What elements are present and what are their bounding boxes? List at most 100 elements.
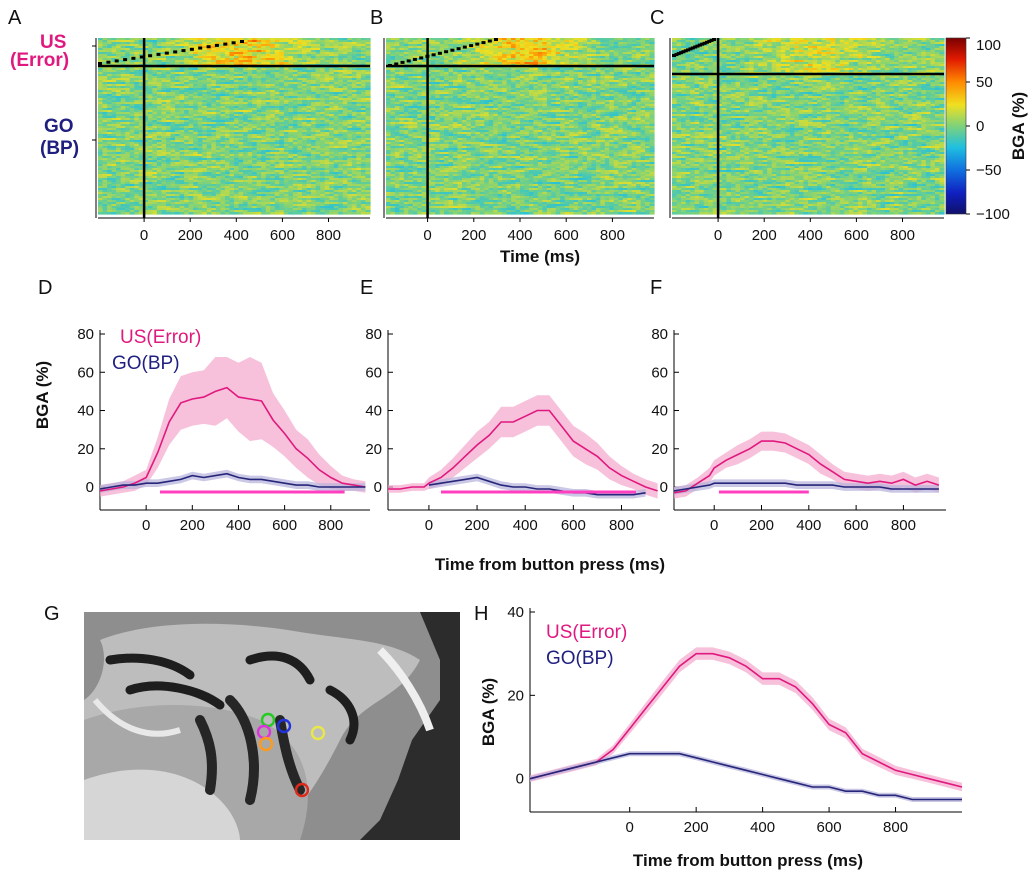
panel-label-b: B	[370, 7, 383, 29]
series-line-go	[673, 482, 939, 492]
brain-electrode-markers	[256, 712, 326, 798]
h-y-label: BGA (%)	[479, 678, 498, 746]
heatmap-b: 0 200 400 600 800	[383, 38, 655, 244]
y-tick-label: 20	[77, 441, 94, 458]
colorbar-tick-label: 0	[976, 118, 984, 135]
heatmap-tick-label: 600	[844, 227, 869, 244]
colorbar-tick-label: −50	[976, 162, 1001, 179]
heatmap-c: 0 200 400 600 800	[669, 38, 945, 244]
colorbar-ticks: 100 50 0 −50 −100	[966, 37, 1010, 223]
heatmap-tick-label: 0	[714, 227, 722, 244]
panel-label-e: E	[360, 277, 373, 299]
panel-label-d: D	[38, 277, 52, 299]
series-line-go	[529, 752, 962, 801]
x-tick-label: 600	[272, 517, 297, 534]
d-legend-us: US(Error)	[120, 327, 201, 348]
panel-label-c: C	[650, 7, 664, 29]
heatmap-tick-label: 200	[178, 227, 203, 244]
y-tick-label: 60	[651, 364, 668, 381]
y-tick-label: 40	[507, 604, 524, 621]
x-tick-label: 400	[796, 517, 821, 534]
y-tick-label: 0	[374, 479, 382, 496]
row-label-go: GO	[44, 116, 74, 137]
y-tick-label: 80	[365, 326, 382, 343]
y-tick-label: 40	[77, 403, 94, 420]
d-y-label: BGA (%)	[33, 361, 52, 429]
colorbar-label: BGA (%)	[1009, 92, 1028, 160]
x-tick-label: 600	[844, 517, 869, 534]
x-tick-label: 0	[142, 517, 150, 534]
series-line-us	[529, 652, 963, 788]
y-tick-label: 40	[651, 403, 668, 420]
series-line-go	[99, 472, 366, 490]
def-x-label: Time from button press (ms)	[435, 555, 665, 574]
colorbar-tick-label: −100	[976, 206, 1010, 223]
x-tick-label: 800	[891, 517, 916, 534]
heatmap-x-label: Time (ms)	[500, 247, 580, 266]
row-label-go-paren: (BP)	[40, 138, 79, 159]
x-tick-label: 0	[425, 517, 433, 534]
y-tick-label: 20	[651, 441, 668, 458]
heatmap-tick-label: 400	[224, 227, 249, 244]
heatmap-tick-label: 400	[798, 227, 823, 244]
y-tick-label: 80	[77, 326, 94, 343]
electrode-marker-yellow	[310, 725, 326, 741]
series-line-us	[99, 386, 366, 492]
x-tick-label: 0	[626, 819, 634, 836]
y-tick-label: 60	[365, 364, 382, 381]
panel-label-h: H	[474, 603, 488, 625]
heatmap-tick-label: 600	[270, 227, 295, 244]
y-tick-label: 20	[507, 687, 524, 704]
heatmap-tick-label: 200	[461, 227, 486, 244]
row-label-us: US	[40, 32, 66, 53]
x-tick-label: 800	[609, 517, 634, 534]
heatmap-tick-label: 0	[423, 227, 431, 244]
series-band-go	[100, 469, 366, 493]
heatmap-tick-label: 800	[316, 227, 341, 244]
electrode-marker-orange	[258, 736, 274, 752]
series-band-go	[530, 751, 962, 802]
x-tick-label: 600	[561, 517, 586, 534]
x-tick-label: 800	[883, 819, 908, 836]
series-band-us	[388, 395, 658, 499]
brain-mri-image	[84, 612, 460, 840]
x-tick-label: 200	[180, 517, 205, 534]
series-line-us	[388, 409, 658, 492]
series-band-us	[100, 357, 366, 497]
d-legend-go: GO(BP)	[112, 353, 180, 374]
x-tick-label: 400	[513, 517, 538, 534]
x-tick-label: 0	[710, 517, 718, 534]
electrode-marker-green	[260, 712, 276, 728]
colorbar-tick-label: 50	[976, 74, 993, 91]
h-x-label: Time from button press (ms)	[633, 851, 863, 870]
electrode-marker-red	[294, 782, 310, 798]
electrode-marker-blue	[276, 718, 292, 734]
y-tick-label: 80	[651, 326, 668, 343]
y-tick-label: 60	[77, 364, 94, 381]
heatmap-tick-label: 800	[600, 227, 625, 244]
x-tick-label: 400	[226, 517, 251, 534]
series-line-go	[428, 476, 646, 496]
x-tick-label: 800	[318, 517, 343, 534]
y-tick-label: 0	[660, 479, 668, 496]
heatmap-tick-label: 800	[890, 227, 915, 244]
x-tick-label: 200	[749, 517, 774, 534]
heatmap-tick-label: 400	[507, 227, 532, 244]
y-tick-label: 0	[86, 479, 94, 496]
y-tick-label: 40	[365, 403, 382, 420]
heatmap-tick-label: 0	[140, 227, 148, 244]
x-tick-label: 600	[817, 819, 842, 836]
colorbar	[945, 37, 967, 215]
panel-label-f: F	[650, 277, 662, 299]
colorbar-tick-label: 100	[976, 37, 1001, 54]
panel-label-g: G	[44, 603, 60, 625]
heatmap-tick-label: 600	[554, 227, 579, 244]
x-tick-label: 200	[684, 819, 709, 836]
y-tick-label: 0	[516, 771, 524, 788]
x-tick-label: 400	[750, 819, 775, 836]
